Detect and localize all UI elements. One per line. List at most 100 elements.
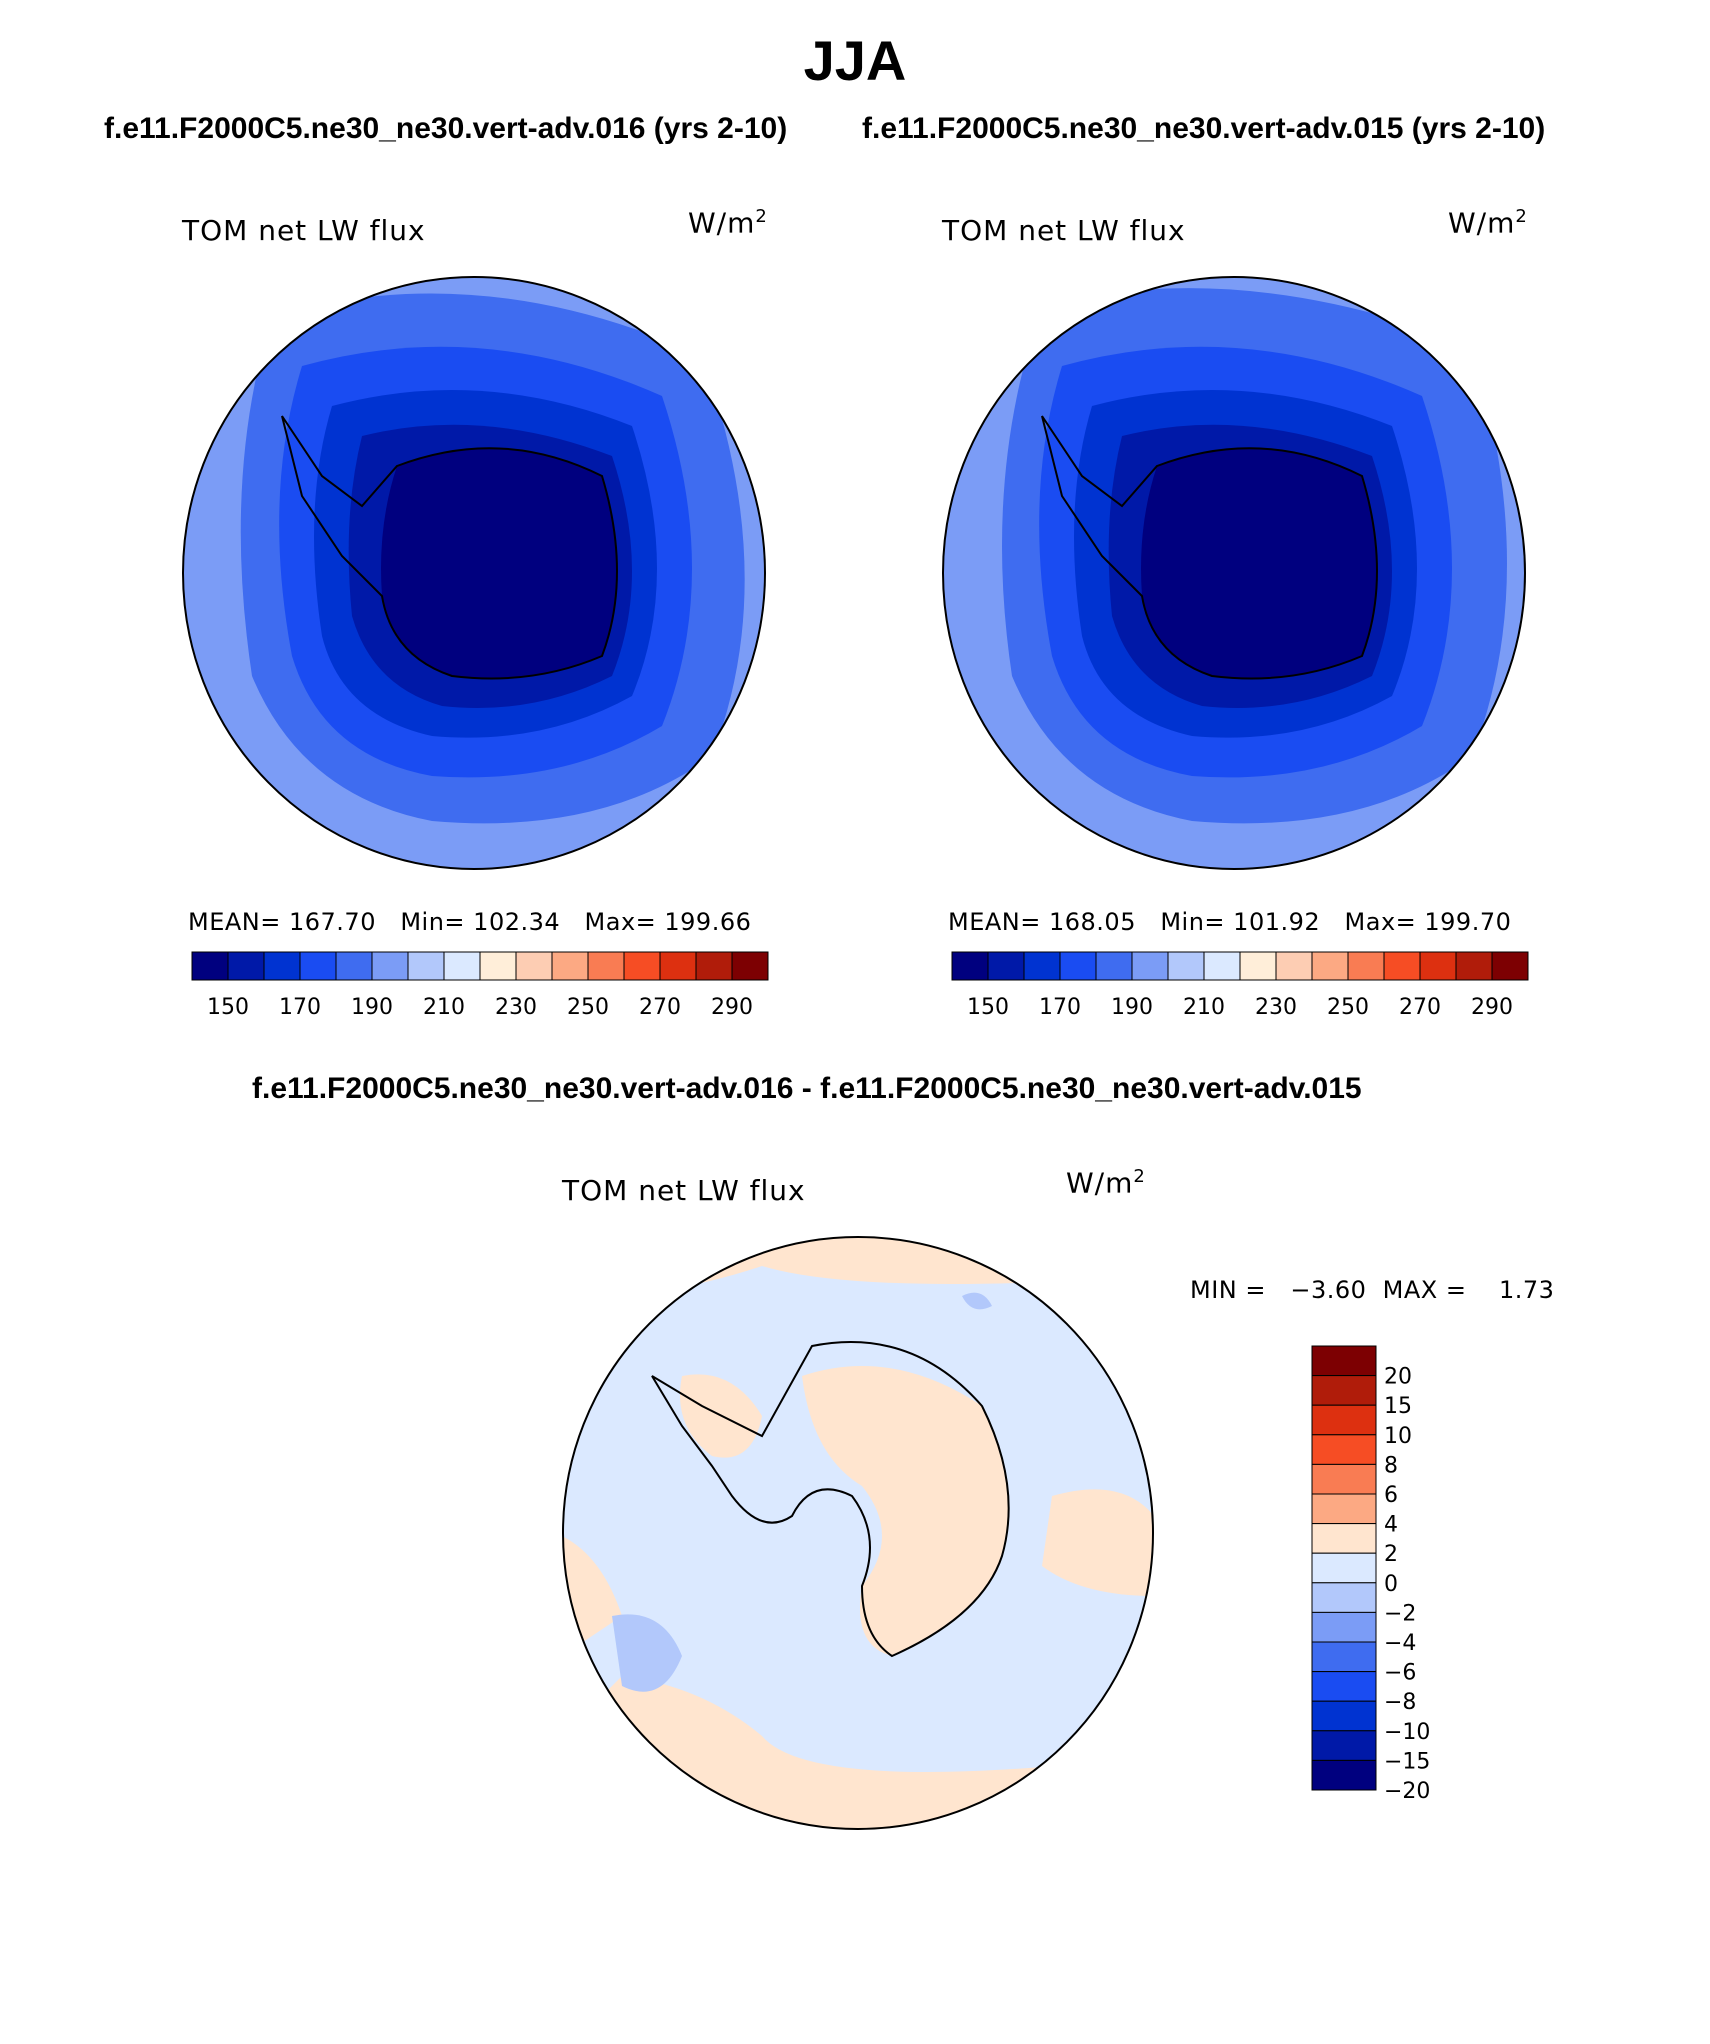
- colorbar-tick-label: 290: [711, 995, 753, 1020]
- colorbar-swatch: [1311, 1700, 1377, 1732]
- colorbar-tick-label: 270: [639, 995, 681, 1020]
- colorbar-swatch: [335, 951, 373, 981]
- figure-title: JJA: [803, 29, 907, 92]
- colorbar-swatch: [299, 951, 337, 981]
- colorbar-tick-label: −2: [1384, 1601, 1416, 1626]
- colorbar-swatch: [1311, 1404, 1377, 1436]
- case-header-left: f.e11.F2000C5.ne30_ne30.vert-adv.016 (yr…: [104, 112, 788, 145]
- colorbar-tick-label: 4: [1384, 1513, 1398, 1538]
- colorbar-tick-label: 20: [1384, 1365, 1412, 1390]
- colorbar-swatch: [951, 951, 989, 981]
- panel2-colorbar: 150 170 190 210 230 250 270 290: [951, 951, 1529, 1020]
- panel1-units: W/m2: [688, 206, 768, 240]
- colorbar-swatch: [1167, 951, 1205, 981]
- colorbar-tick-label: 230: [495, 995, 537, 1020]
- colorbar-swatch: [659, 951, 697, 981]
- colorbar-tick-label: 150: [207, 995, 249, 1020]
- colorbar-tick-label: 210: [423, 995, 465, 1020]
- colorbar-swatch: [227, 951, 265, 981]
- colorbar-tick-label: 230: [1255, 995, 1297, 1020]
- colorbar-swatch: [1311, 1641, 1377, 1673]
- colorbar-swatch: [623, 951, 661, 981]
- colorbar-tick-label: 170: [279, 995, 321, 1020]
- colorbar-tick-label: −8: [1384, 1690, 1416, 1715]
- colorbar-swatch: [1311, 1611, 1377, 1643]
- colorbar-swatch: [1311, 1375, 1377, 1406]
- colorbar-swatch: [443, 951, 481, 981]
- colorbar-swatch: [515, 951, 553, 981]
- colorbar-tick-label: 150: [967, 995, 1009, 1020]
- colorbar-swatch: [1419, 951, 1457, 981]
- colorbar-tick-label: 8: [1384, 1453, 1398, 1478]
- colorbar-swatch: [1347, 951, 1385, 981]
- colorbar-swatch: [1095, 951, 1133, 981]
- colorbar-tick-label: 170: [1039, 995, 1081, 1020]
- panel2-variable-label: TOM net LW flux: [942, 214, 1186, 247]
- colorbar-swatch: [1311, 1523, 1377, 1554]
- colorbar-swatch: [987, 951, 1025, 981]
- colorbar-tick-label: 250: [1327, 995, 1369, 1020]
- colorbar-swatch: [1311, 1582, 1377, 1613]
- colorbar-swatch: [479, 951, 517, 981]
- panel2-stats: MEAN= 168.05 Min= 101.92 Max= 199.70: [948, 908, 1512, 936]
- panel2-coastline: [1041, 415, 1378, 680]
- colorbar-swatch: [587, 951, 625, 981]
- colorbar-swatch: [731, 951, 769, 981]
- colorbar-tick-label: 10: [1384, 1424, 1412, 1449]
- colorbar-tick-label: 15: [1384, 1394, 1412, 1419]
- panel2-units: W/m2: [1448, 206, 1528, 240]
- colorbar-tick-label: 190: [1111, 995, 1153, 1020]
- panel1-variable-label: TOM net LW flux: [182, 214, 426, 247]
- colorbar-swatch: [1023, 951, 1061, 981]
- diff-polar-map: [562, 1236, 1154, 1830]
- colorbar-swatch: [1275, 951, 1313, 981]
- case-header-right: f.e11.F2000C5.ne30_ne30.vert-adv.015 (yr…: [862, 112, 1546, 145]
- colorbar-swatch: [371, 951, 409, 981]
- panel1-colorbar: 150 170 190 210 230 250 270 290: [191, 951, 769, 1020]
- colorbar-swatch: [1311, 1730, 1377, 1761]
- colorbar-tick-label: 270: [1399, 995, 1441, 1020]
- colorbar-swatch: [1239, 951, 1277, 981]
- colorbar-swatch: [1203, 951, 1241, 981]
- colorbar-swatch: [1059, 951, 1097, 981]
- colorbar-tick-label: −15: [1384, 1749, 1430, 1774]
- panel2-polar-map: [942, 276, 1526, 870]
- colorbar-tick-label: 2: [1384, 1542, 1398, 1567]
- colorbar-swatch: [1311, 1493, 1377, 1525]
- colorbar-swatch: [263, 951, 301, 981]
- colorbar-swatch: [1311, 1345, 1377, 1377]
- colorbar-tick-label: 190: [351, 995, 393, 1020]
- colorbar-tick-label: −10: [1384, 1720, 1430, 1745]
- colorbar-swatch: [1311, 1463, 1377, 1495]
- colorbar-swatch: [1131, 951, 1169, 981]
- panel1-coastline: [281, 415, 618, 680]
- colorbar-tick-label: −20: [1384, 1779, 1430, 1804]
- colorbar-tick-label: −6: [1384, 1661, 1416, 1686]
- colorbar-swatch: [1311, 951, 1349, 981]
- panel1-stats: MEAN= 167.70 Min= 102.34 Max= 199.66: [188, 908, 752, 936]
- diff-units: W/m2: [1066, 1166, 1146, 1200]
- colorbar-tick-label: 210: [1183, 995, 1225, 1020]
- colorbar-tick-label: 290: [1471, 995, 1513, 1020]
- colorbar-swatch: [1491, 951, 1529, 981]
- colorbar-swatch: [1311, 1552, 1377, 1584]
- colorbar-swatch: [1311, 1434, 1377, 1465]
- colorbar-swatch: [695, 951, 733, 981]
- colorbar-tick-label: −4: [1384, 1631, 1416, 1656]
- diff-stats: MIN = −3.60 MAX = 1.73: [1190, 1276, 1555, 1304]
- colorbar-swatch: [1455, 951, 1493, 981]
- diff-variable-label: TOM net LW flux: [562, 1174, 806, 1207]
- diff-coastline: [651, 1341, 1010, 1658]
- colorbar-swatch: [1383, 951, 1421, 981]
- colorbar-swatch: [1311, 1759, 1377, 1791]
- colorbar-swatch: [191, 951, 229, 981]
- colorbar-tick-label: 250: [567, 995, 609, 1020]
- panel1-polar-map: [182, 276, 766, 870]
- colorbar-tick-label: 6: [1384, 1483, 1398, 1508]
- diff-header: f.e11.F2000C5.ne30_ne30.vert-adv.016 - f…: [252, 1072, 1362, 1105]
- colorbar-tick-label: 0: [1384, 1572, 1398, 1597]
- colorbar-swatch: [407, 951, 445, 981]
- colorbar-swatch: [1311, 1671, 1377, 1702]
- colorbar-swatch: [551, 951, 589, 981]
